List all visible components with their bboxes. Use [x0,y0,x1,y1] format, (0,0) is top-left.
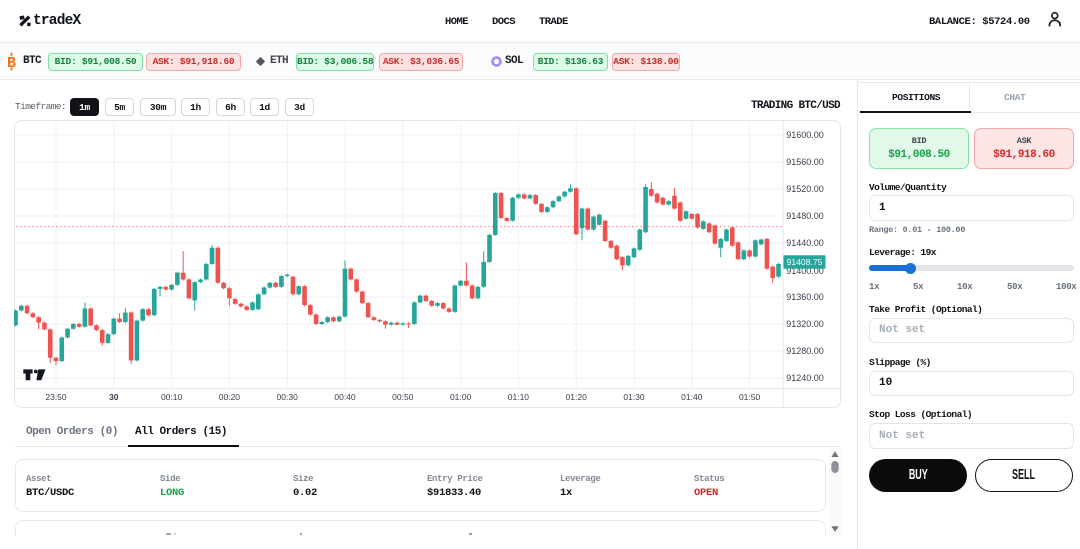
svg-text:01:30: 01:30 [623,392,645,402]
svg-text:91440.00: 91440.00 [786,238,824,248]
svg-text:01:50: 01:50 [739,392,761,402]
svg-text:01:00: 01:00 [450,392,472,402]
svg-text:30: 30 [109,392,119,402]
svg-text:23:50: 23:50 [45,392,67,402]
svg-text:91600.00: 91600.00 [786,130,824,140]
svg-text:00:10: 00:10 [161,392,183,402]
svg-text:91408.75: 91408.75 [787,257,823,267]
svg-text:91480.00: 91480.00 [786,211,824,221]
svg-text:01:40: 01:40 [681,392,703,402]
svg-text:01:10: 01:10 [508,392,530,402]
svg-text:B: B [7,55,16,71]
svg-text:01:20: 01:20 [566,392,588,402]
svg-text:00:40: 00:40 [334,392,356,402]
svg-text:00:30: 00:30 [277,392,299,402]
svg-text:91560.00: 91560.00 [786,157,824,167]
svg-text:00:50: 00:50 [392,392,414,402]
svg-text:91520.00: 91520.00 [786,184,824,194]
svg-text:91400.00: 91400.00 [786,266,824,276]
svg-text:91280.00: 91280.00 [786,346,824,356]
svg-text:91240.00: 91240.00 [786,373,824,383]
svg-text:00:20: 00:20 [219,392,241,402]
svg-text:91360.00: 91360.00 [786,292,824,302]
svg-text:91320.00: 91320.00 [786,319,824,329]
